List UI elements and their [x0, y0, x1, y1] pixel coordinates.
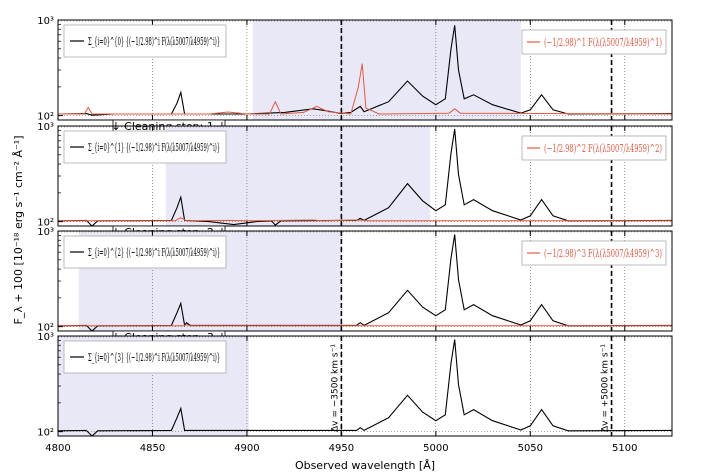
y-tick-label: 10² — [37, 323, 54, 334]
legend-left: Σ_{i=0}^{1} {(−1/2.98)^i F(λ(λ5007/λ4959… — [63, 130, 227, 164]
correction-series-line — [58, 63, 672, 115]
y-tick-label: 10³ — [37, 122, 54, 133]
y-tick-label: 10³ — [37, 227, 54, 238]
x-tick-label: 5000 — [423, 443, 448, 454]
y-axis-label: F_λ + 100 [10⁻¹⁸ erg s⁻¹ cm⁻² Å⁻¹] — [12, 136, 25, 325]
x-axis-label: Observed wavelength [Å] — [295, 459, 435, 472]
legend-box — [63, 340, 227, 374]
legend-box — [63, 130, 227, 164]
x-tick-label: 4800 — [45, 443, 70, 454]
legend-left: Σ_{i=0}^{0} {(−1/2.98)^i F(λ(λ5007/λ4959… — [63, 24, 227, 58]
y-tick-label: 10² — [37, 218, 54, 229]
y-tick-label: 10³ — [37, 332, 54, 343]
correction-series-line — [58, 217, 672, 222]
velocity-label: Δv = −3500 km s⁻¹ — [330, 344, 340, 432]
legend-right-label: (−1/2.98)^3 F(λ(λ5007/λ4959)^3) — [544, 247, 662, 260]
panel-4: 10² 10³ Σ_{i=0}^{3} {(−1/2.98)^i F(λ(λ5007… — [37, 332, 673, 439]
legend-box — [521, 240, 667, 266]
legend-right: (−1/2.98)^2 F(λ(λ5007/λ4959)^2) — [521, 135, 667, 161]
legend-left: Σ_{i=0}^{2} {(−1/2.98)^i F(λ(λ5007/λ4959… — [63, 235, 227, 269]
velocity-label: Δv = +5000 km s⁻¹ — [601, 344, 611, 432]
cumulative-series-line — [58, 234, 672, 331]
legend-box — [521, 29, 667, 55]
y-tick-label: 10³ — [37, 16, 54, 27]
legend-left-label: Σ_{i=0}^{0} {(−1/2.98)^i F(λ(λ5007/λ4959… — [88, 35, 220, 48]
legend-right-label: (−1/2.98)^1 F(λ(λ5007/λ4959)^1) — [544, 36, 662, 49]
shaded-region — [252, 20, 521, 120]
x-tick-label: 4900 — [234, 443, 259, 454]
correction-series-line — [58, 324, 672, 327]
legend-right: (−1/2.98)^1 F(λ(λ5007/λ4959)^1) — [521, 29, 667, 55]
legend-left: Σ_{i=0}^{3} {(−1/2.98)^i F(λ(λ5007/λ4959… — [63, 340, 227, 374]
x-tick-label: 4850 — [140, 443, 165, 454]
legend-box — [63, 24, 227, 58]
legend-left-label: Σ_{i=0}^{1} {(−1/2.98)^i F(λ(λ5007/λ4959… — [88, 141, 220, 154]
legend-box — [521, 135, 667, 161]
legend-right: (−1/2.98)^3 F(λ(λ5007/λ4959)^3) — [521, 240, 667, 266]
x-tick-label: 5050 — [518, 443, 543, 454]
y-tick-label: 10² — [37, 112, 54, 123]
legend-left-label: Σ_{i=0}^{2} {(−1/2.98)^i F(λ(λ5007/λ4959… — [88, 246, 220, 259]
legend-box — [63, 235, 227, 269]
x-tick-label: 5100 — [612, 443, 637, 454]
y-tick-label: 10² — [37, 428, 54, 439]
legend-left-label: Σ_{i=0}^{3} {(−1/2.98)^i F(λ(λ5007/λ4959… — [88, 351, 220, 364]
legend-right-label: (−1/2.98)^2 F(λ(λ5007/λ4959)^2) — [544, 142, 662, 155]
cumulative-series-line — [58, 25, 672, 116]
x-tick-label: 4950 — [329, 443, 354, 454]
cumulative-series-line — [58, 339, 672, 436]
